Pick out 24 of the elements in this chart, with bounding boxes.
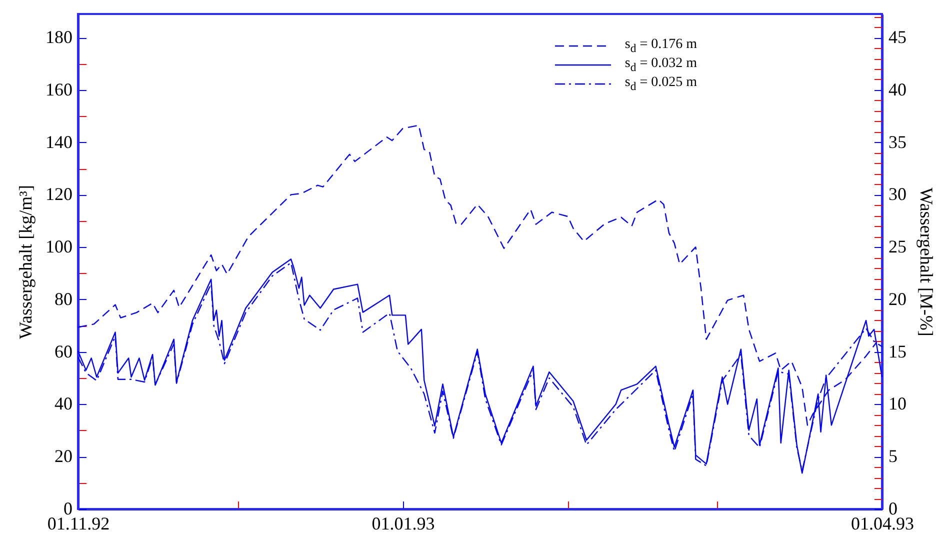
x-tick-label: 01.01.93 [372, 514, 435, 534]
y-tick-label: 100 [46, 236, 72, 257]
legend-label: s$_{d}$ = 0.176 m [624, 36, 697, 54]
y-tick-label: 20 [54, 446, 72, 466]
y2-tick-label: 5 [888, 446, 898, 466]
y2-tick-label: 10 [888, 394, 906, 414]
y2-tick-label: 30 [888, 184, 906, 204]
legend-label: s$_{d}$ = 0.032 m [624, 56, 697, 74]
y-tick-label: 60 [54, 341, 72, 362]
legend-label: s$_{d}$ = 0.025 m [624, 74, 697, 92]
y2-tick-label: 40 [888, 79, 906, 100]
y2-axis-title: Wassergehalt [M-%] [916, 188, 936, 336]
y-tick-label: 40 [54, 394, 72, 414]
y-tick-label: 160 [46, 79, 72, 100]
y-tick-label: 180 [46, 27, 72, 48]
y2-tick-label: 45 [888, 27, 906, 48]
y-tick-label: 120 [46, 184, 72, 204]
y-axis-title: Wassergehalt [kg/m³] [16, 184, 36, 340]
y2-tick-label: 25 [888, 236, 906, 257]
y-tick-label: 80 [54, 288, 72, 309]
y2-tick-label: 35 [888, 132, 906, 152]
y2-tick-label: 15 [888, 341, 906, 362]
y-tick-label: 140 [46, 132, 72, 152]
y2-tick-label: 20 [888, 288, 906, 309]
